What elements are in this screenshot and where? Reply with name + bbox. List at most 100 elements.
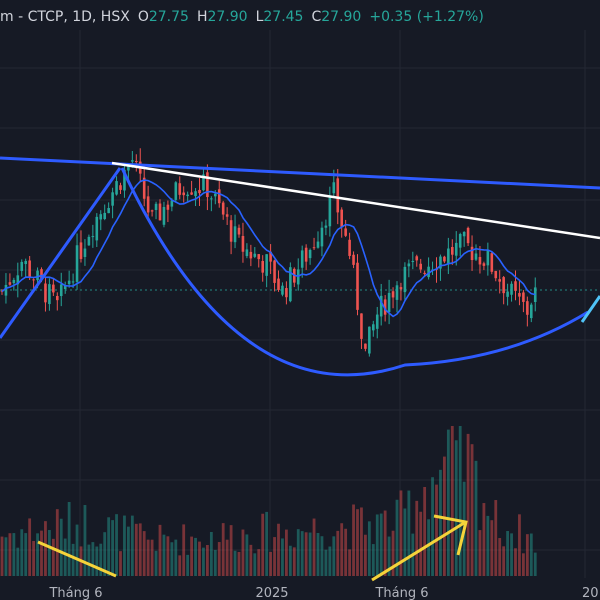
volume-bar [103, 532, 107, 576]
close-key: C [311, 9, 322, 25]
candle-body [214, 193, 217, 197]
candle-body [344, 228, 347, 236]
volume-bar [395, 499, 399, 576]
candle-body [63, 285, 67, 290]
candle-body [368, 326, 371, 354]
candle-body [285, 288, 288, 298]
candle-body [340, 209, 343, 227]
volume-bar [304, 532, 308, 576]
yellow-arrowhead[interactable] [433, 514, 468, 556]
volume-bar [146, 539, 150, 576]
volume-bar [490, 520, 494, 576]
candle-body [237, 227, 241, 235]
volume-bar [127, 526, 130, 576]
volume-bar [4, 537, 8, 576]
candle-body [44, 283, 47, 303]
volume-bar [371, 544, 375, 576]
white-resistance-line[interactable] [111, 161, 600, 240]
volume-bar [40, 530, 43, 576]
volume-bar [431, 477, 434, 576]
candle-body [16, 275, 20, 285]
candle-body [474, 253, 478, 260]
candle-body [462, 231, 466, 237]
yellow-up-arrow[interactable] [371, 521, 465, 582]
volume-bar [194, 537, 197, 576]
candle-body [190, 192, 193, 195]
volume-bar [202, 547, 205, 576]
volume-bar [67, 501, 71, 576]
volume-bar [95, 546, 99, 576]
candle-body [391, 291, 395, 298]
volume-bar [470, 444, 474, 576]
candle-body [498, 279, 501, 282]
volume-bar [281, 538, 284, 576]
left-rising-trendline[interactable] [0, 167, 122, 339]
grid-lines [0, 30, 600, 578]
candle-body [356, 262, 359, 310]
candle-body [217, 189, 221, 204]
volume-bar [486, 515, 490, 576]
candle-body [419, 263, 422, 270]
volume-bar [292, 547, 296, 576]
volume-bar [221, 523, 225, 576]
volume-bar [0, 536, 4, 576]
cyan-arrow[interactable] [580, 295, 600, 323]
candle-body [210, 198, 213, 200]
volume-bar [209, 531, 213, 576]
candle-body [502, 277, 505, 294]
volume-bar [510, 533, 513, 576]
volume-bar [51, 538, 55, 576]
yellow-down-arrow[interactable] [37, 540, 117, 578]
high-value: 27.90 [207, 9, 248, 25]
volume-bar [494, 500, 498, 576]
candle-body [289, 267, 292, 302]
candle-body [79, 242, 83, 259]
volume-bar [83, 505, 87, 576]
volume-bar [415, 500, 419, 576]
candle-body [95, 216, 99, 241]
candle-body [229, 220, 233, 242]
volume-bar [229, 525, 233, 576]
candle-body [447, 248, 450, 265]
candle-body [131, 160, 134, 162]
candle-body [379, 295, 383, 317]
candle-body [115, 181, 118, 195]
candle-body [423, 272, 426, 274]
candle-body [245, 249, 249, 257]
volume-bar [328, 546, 332, 576]
volume-bar [134, 523, 138, 576]
volume-bar [87, 544, 91, 576]
candles [0, 148, 537, 357]
candle-body [194, 191, 197, 197]
volume-bar [44, 521, 47, 576]
volume-bar [383, 510, 387, 576]
x-tick-label: Tháng 6 [48, 586, 102, 600]
volume-bar [403, 508, 407, 576]
volume-bar [119, 551, 122, 576]
candle-body [352, 254, 355, 265]
volume-bar [115, 514, 118, 576]
volume-bar [213, 549, 217, 576]
volume-bar [241, 529, 245, 576]
cup-curve[interactable] [120, 167, 589, 377]
candle-body [158, 203, 162, 221]
candle-body [28, 260, 31, 278]
candle-body [20, 261, 24, 271]
candle-body [170, 200, 174, 207]
volume-bar [269, 551, 272, 576]
volume-bar [296, 529, 300, 576]
candle-body [135, 160, 138, 163]
candle-body [372, 324, 375, 331]
volume-bar [340, 523, 344, 576]
volume-bar [277, 523, 280, 576]
volume-bar [48, 530, 51, 576]
upper-blue-trendline[interactable] [0, 156, 600, 190]
volume-bar [506, 531, 509, 576]
candle-body [383, 299, 387, 315]
volume-bar [375, 514, 379, 576]
volume-bar [439, 469, 442, 576]
volume-bar [8, 533, 12, 576]
volume-bar [24, 533, 28, 576]
